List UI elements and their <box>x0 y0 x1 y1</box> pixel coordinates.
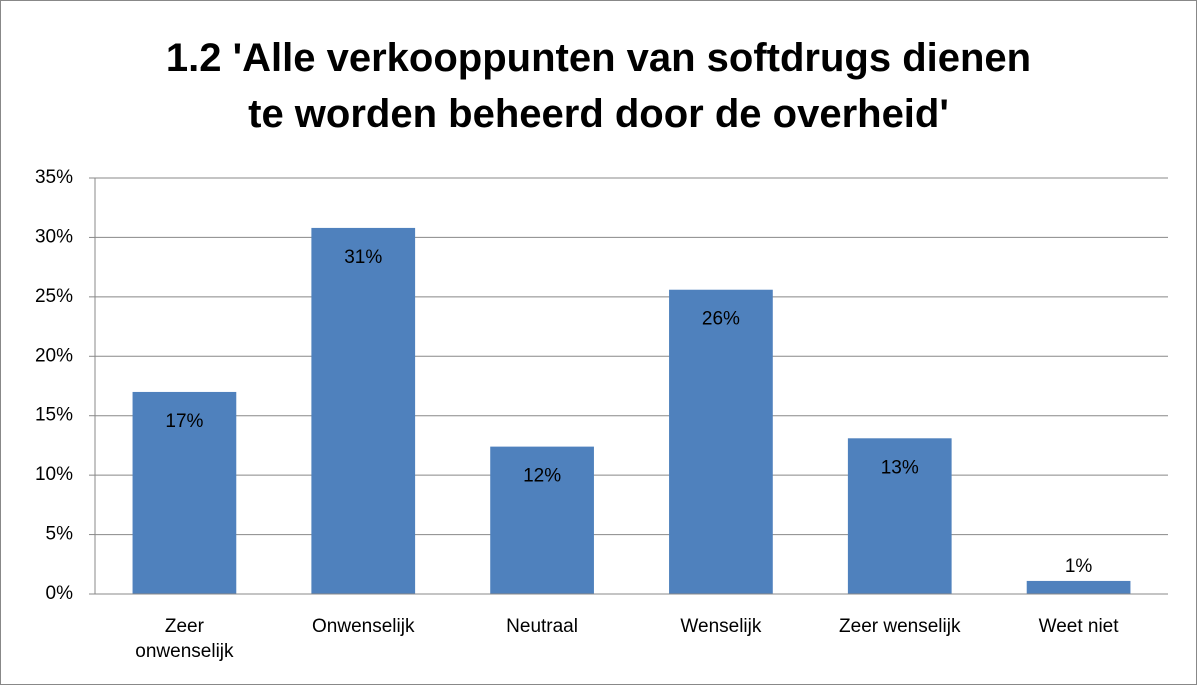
y-tick-label: 35% <box>35 167 73 188</box>
chart-title: 1.2 'Alle verkooppunten van softdrugs di… <box>165 36 1032 136</box>
y-tick-label: 0% <box>46 583 74 604</box>
x-tick-label: Zeer onwenselijk <box>135 616 234 662</box>
x-tick-label: Weet niet <box>1038 616 1119 637</box>
bar <box>311 227 416 595</box>
y-tick-label: 10% <box>35 464 73 485</box>
value-label: 26% <box>702 309 740 330</box>
value-label: 31% <box>344 247 382 268</box>
y-tick-label: 5% <box>46 524 74 545</box>
bar <box>847 438 952 594</box>
x-tick-label: Neutraal <box>506 616 578 637</box>
y-tick-label: 30% <box>35 226 73 247</box>
bar <box>669 289 773 594</box>
bar <box>1026 580 1131 594</box>
value-label: 12% <box>523 466 561 487</box>
value-label: 13% <box>881 457 919 478</box>
bar <box>132 391 237 594</box>
value-label: 1% <box>1065 556 1093 577</box>
x-tick-label: Wenselijk <box>680 616 762 637</box>
y-tick-label: 20% <box>35 345 73 366</box>
value-label: 17% <box>165 411 203 432</box>
y-tick-label: 25% <box>35 286 73 307</box>
bar <box>490 446 594 594</box>
x-tick-label: Onwenselijk <box>312 616 415 637</box>
y-tick-label: 15% <box>35 405 73 426</box>
x-tick-label: Zeer wenselijk <box>839 616 961 637</box>
